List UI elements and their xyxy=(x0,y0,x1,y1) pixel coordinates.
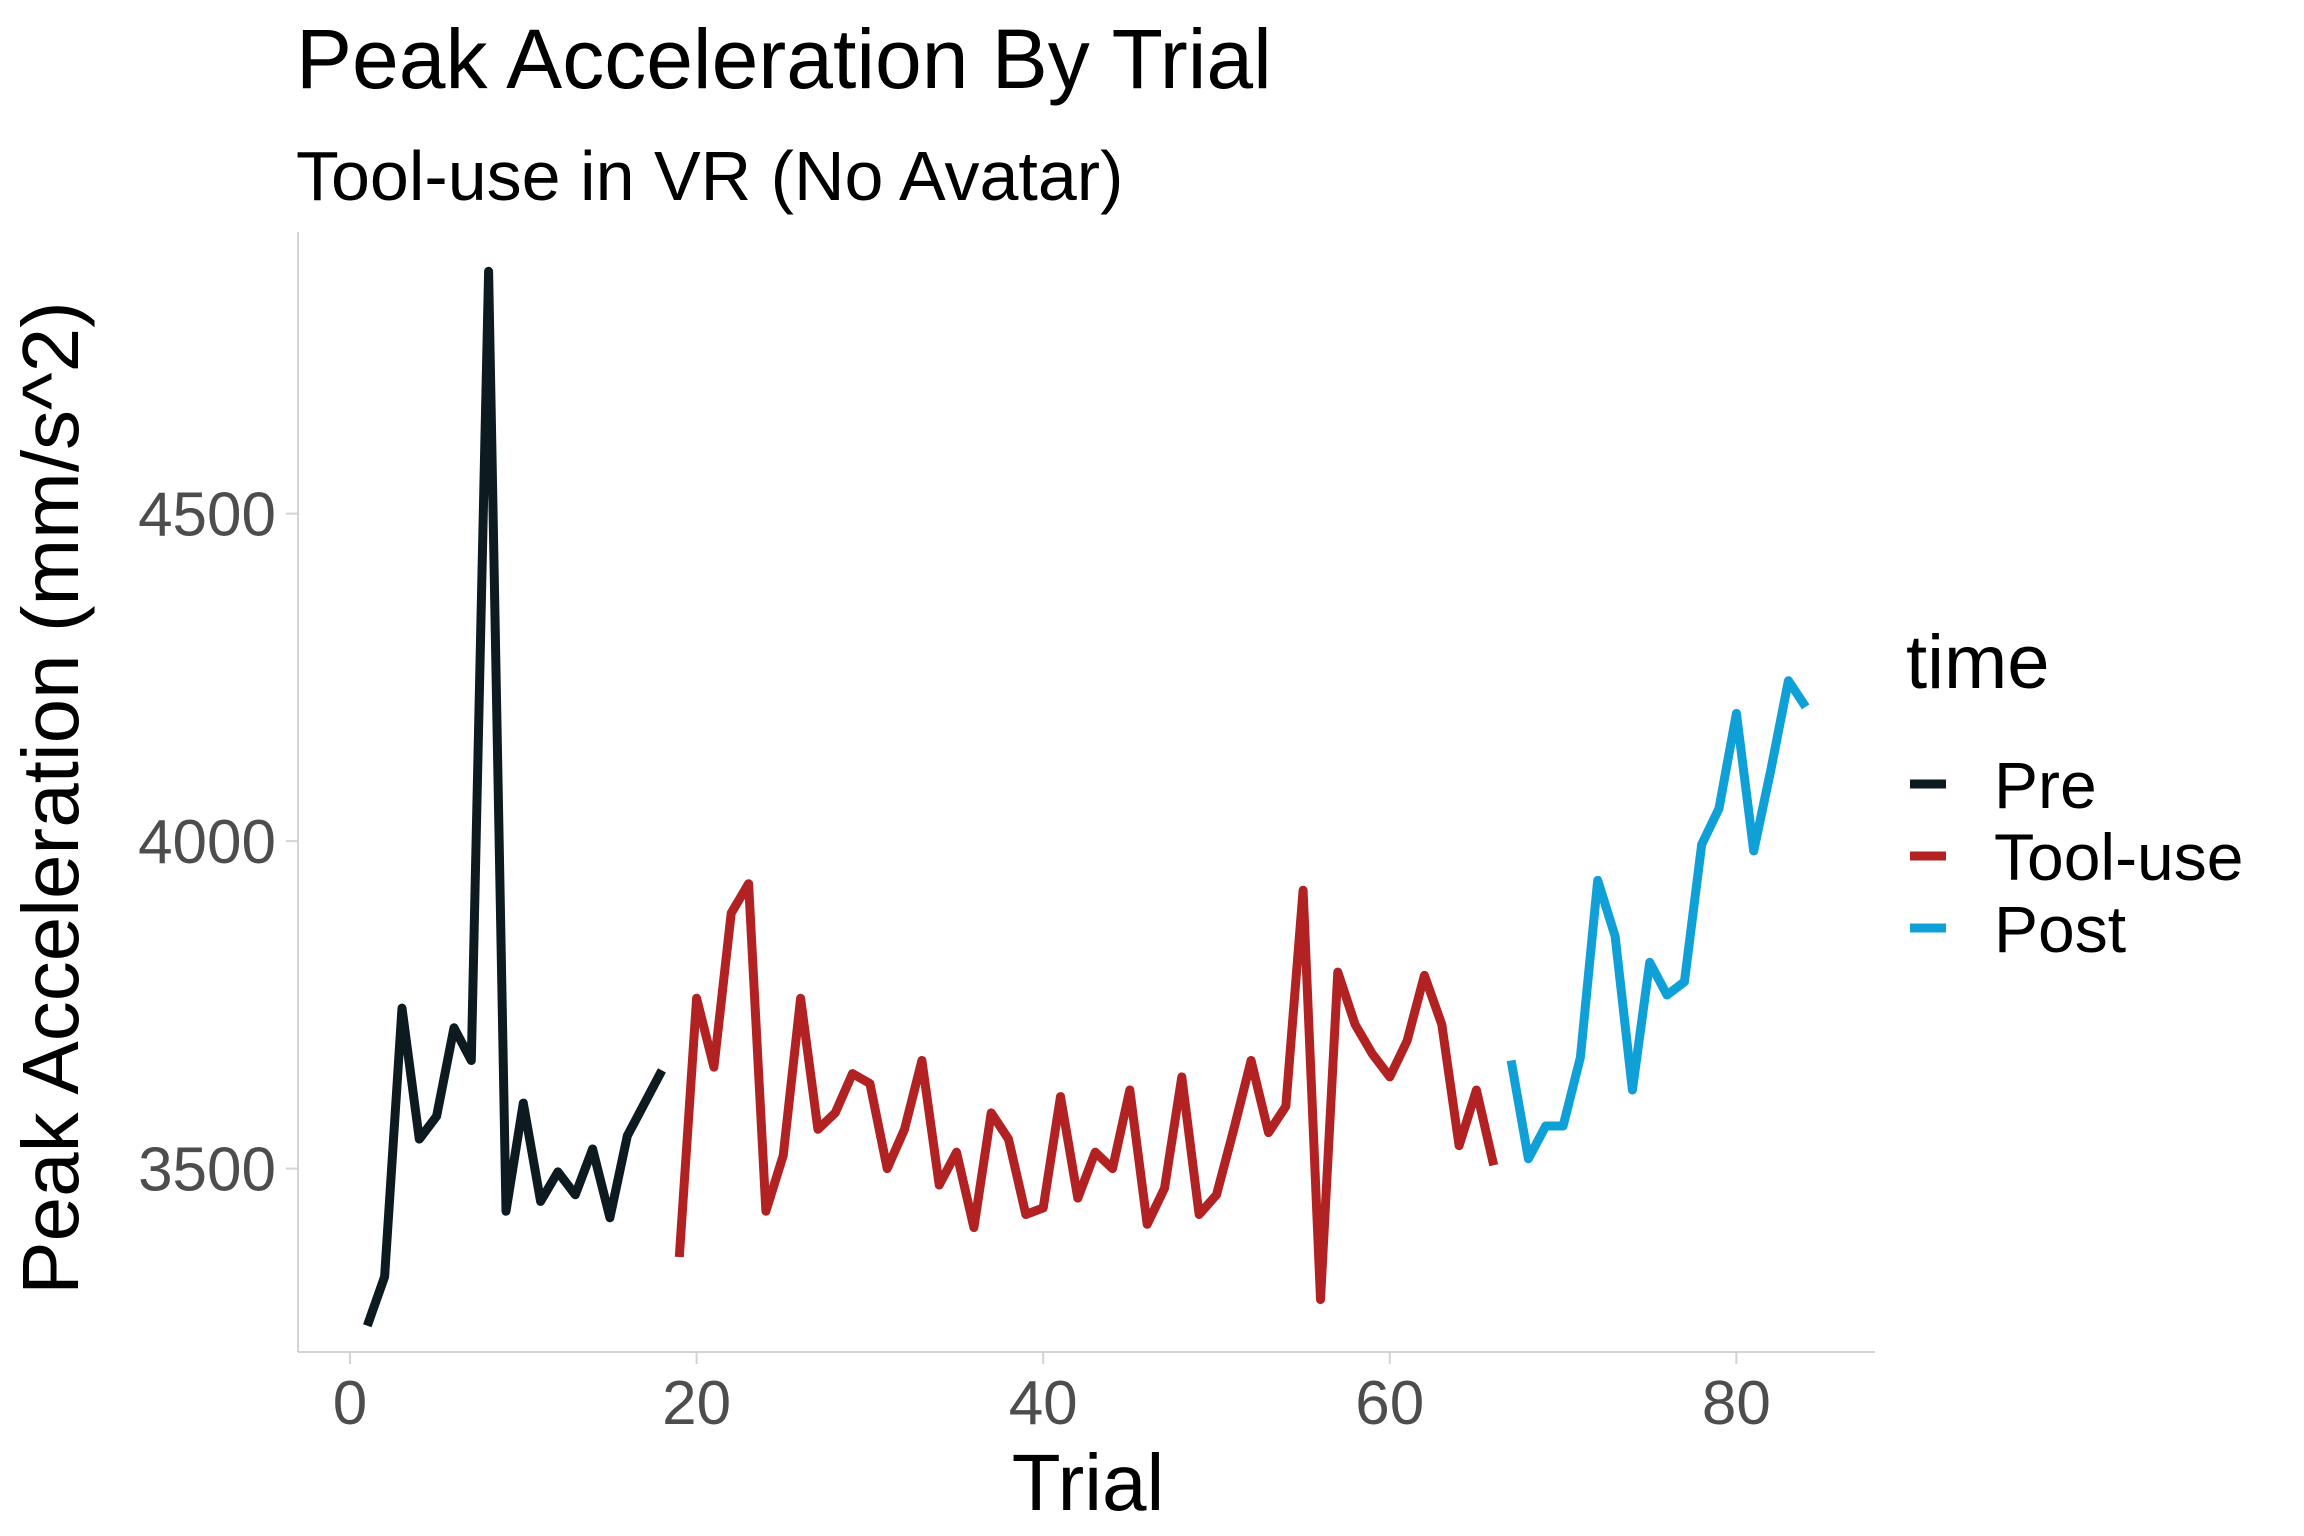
legend-label-post: Post xyxy=(1994,892,2126,966)
series-line-pre xyxy=(363,266,666,1328)
chart-title: Peak Acceleration By Trial xyxy=(296,12,1272,106)
series-line-tool-use xyxy=(674,879,1499,1305)
x-tick-label: 20 xyxy=(662,1369,731,1438)
chart-subtitle: Tool-use in VR (No Avatar) xyxy=(296,137,1123,215)
series-lines xyxy=(363,266,1810,1328)
x-tick-label: 0 xyxy=(333,1369,367,1438)
axes: 0 20 40 60 80 3500 4000 4500 xyxy=(138,232,1875,1438)
legend-title: time xyxy=(1906,620,2050,705)
y-axis-title: Peak Acceleration (mm/s^2) xyxy=(6,301,95,1294)
y-tick-label: 4000 xyxy=(138,808,276,877)
legend-label-tool-use: Tool-use xyxy=(1994,820,2243,894)
y-tick-label: 4500 xyxy=(138,481,276,550)
y-tick-label: 3500 xyxy=(138,1136,276,1205)
x-axis-title: Trial xyxy=(1012,1438,1165,1527)
x-tick-label: 80 xyxy=(1702,1369,1771,1438)
series-line-post xyxy=(1506,676,1810,1164)
x-tick-label: 60 xyxy=(1355,1369,1424,1438)
legend-label-pre: Pre xyxy=(1994,748,2097,822)
x-tick-label: 40 xyxy=(1009,1369,1078,1438)
